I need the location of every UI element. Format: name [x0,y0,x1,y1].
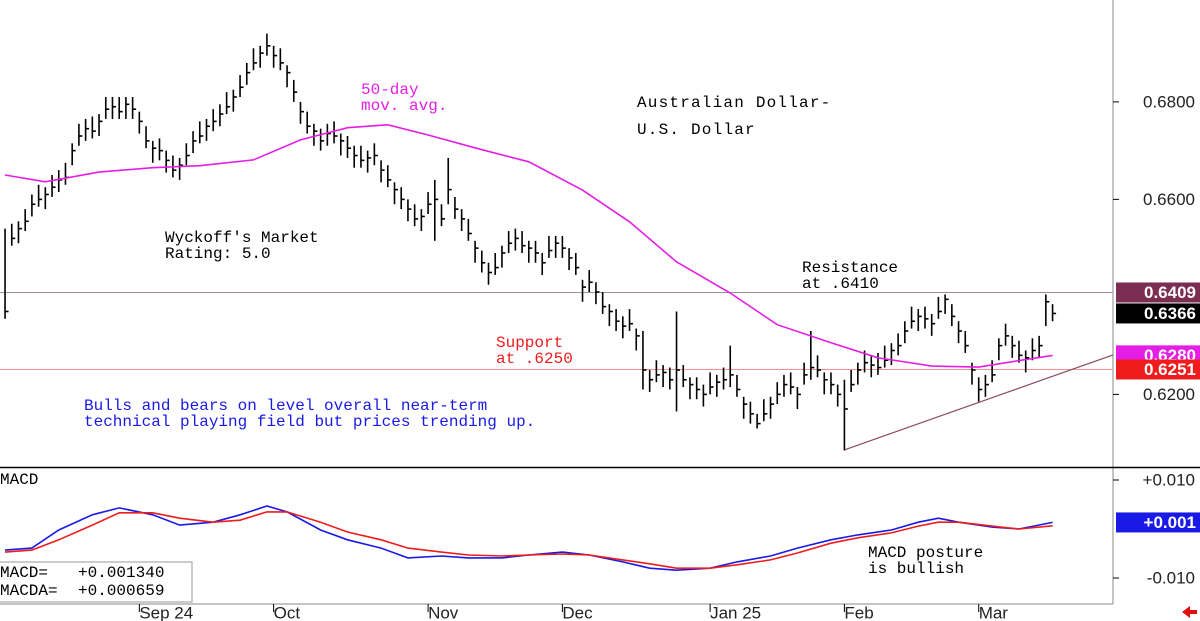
annotation-text: at .6250 [496,350,573,368]
annotation-text: Bulls and bears on level overall near-te… [84,397,487,415]
annotation-text: Wyckoff's Market [165,229,319,247]
annotation-text: 50-day [361,81,419,99]
chart-title: Australian Dollar- [637,94,831,112]
legend-name: MACDA= [0,582,58,600]
x-tick-label: Nov [428,603,459,621]
last-close-label-box [1116,303,1200,324]
x-tick-label: Mar [979,603,1009,621]
annotation-text: MACD posture [868,544,983,562]
scroll-arrow[interactable] [1182,606,1197,618]
level-label-box [1116,359,1200,380]
legend-box [0,561,193,603]
annotation-text: Rating: 5.0 [165,245,271,263]
annotation-text: is bullish [868,560,964,578]
annotation-text: Resistance [802,259,898,277]
legend-name: MACD= [0,564,48,582]
panel-title: MACD [0,471,38,489]
trendline [844,354,1114,451]
annotation-text: at .6410 [802,275,879,293]
series-line [4,511,1053,569]
annotation-text: Support [496,334,563,352]
series-end-label-box [1116,512,1200,533]
x-tick-label: Dec [562,603,593,621]
y-tick-label: 0.6600 [1143,190,1195,209]
y-tick-label: -0.010 [1147,569,1195,588]
x-tick-label: Feb [844,603,873,621]
legend-value: +0.000659 [78,582,164,600]
y-tick-label: 0.6800 [1143,92,1195,111]
annotation-text: technical playing field but prices trend… [84,413,535,431]
x-tick-label: Oct [274,603,301,621]
y-tick-label: 0.6200 [1143,385,1195,404]
series-line [4,123,1053,368]
x-tick-label: Sep 24 [139,603,193,621]
x-tick-label: Jan 25 [710,603,761,621]
legend-value: +0.001340 [78,564,164,582]
level-label: 0.6409 [1144,283,1196,302]
series-end-label: +0.001 [1144,513,1196,532]
annotation-text: mov. avg. [361,97,447,115]
chart-title: U.S. Dollar [637,121,756,139]
level-label-box [1116,282,1200,303]
level-label: 0.6251 [1144,360,1196,379]
last-close-label: 0.6366 [1144,304,1196,323]
y-tick-label: +0.010 [1143,470,1195,489]
